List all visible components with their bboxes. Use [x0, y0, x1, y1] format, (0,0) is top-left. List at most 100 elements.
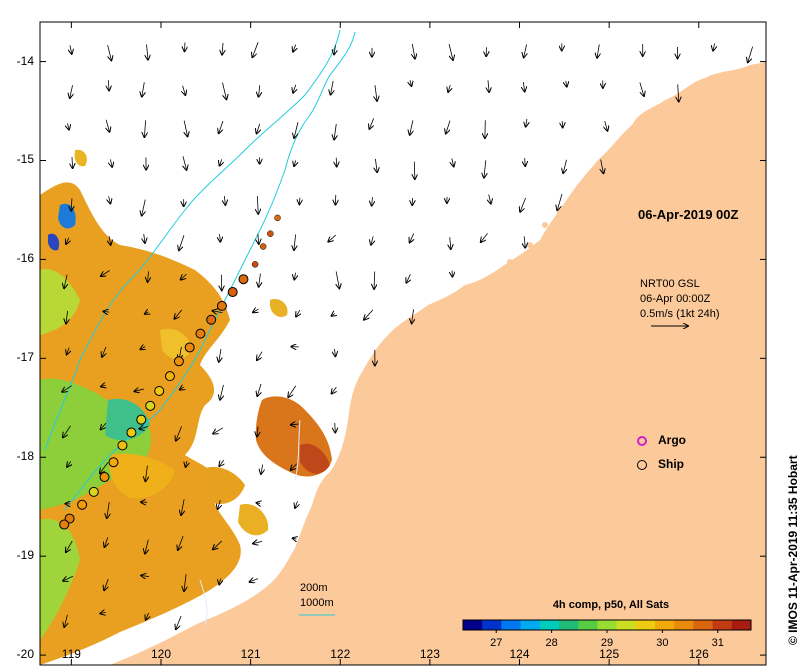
current-vector — [639, 82, 644, 95]
current-vector — [250, 579, 259, 582]
contour-legend-200m: 200m — [300, 582, 328, 594]
current-vector — [406, 274, 410, 282]
current-vector — [66, 237, 69, 244]
x-tick-label: 124 — [509, 647, 530, 661]
current-vector — [293, 538, 297, 539]
current-vector — [294, 234, 296, 250]
current-vector — [101, 270, 110, 277]
colorbar-title: 4h comp, p50, All Sats — [552, 599, 670, 611]
current-vector — [101, 385, 106, 386]
current-vector — [334, 348, 335, 356]
x-tick-label: 122 — [330, 647, 351, 661]
current-vector — [334, 123, 336, 140]
current-vector — [146, 612, 149, 620]
ship-observation-marker — [117, 440, 128, 451]
ship-label: Ship — [658, 457, 684, 471]
current-vector — [488, 80, 489, 92]
current-vector — [253, 309, 258, 312]
current-vector — [224, 196, 225, 205]
current-vector — [369, 118, 373, 128]
current-vector — [364, 309, 374, 320]
axis-ticks — [40, 22, 766, 665]
current-vector — [64, 614, 67, 627]
current-vector — [375, 158, 377, 172]
current-vector — [108, 80, 109, 90]
current-vector — [140, 347, 145, 350]
colorbar-segment — [559, 620, 579, 630]
colorbar-segment — [463, 620, 483, 630]
current-vector — [336, 271, 339, 288]
current-vector — [218, 499, 221, 509]
current-vector — [258, 233, 259, 244]
ship-symbol — [637, 460, 647, 470]
ship-observation-marker — [251, 261, 259, 268]
contour-legend-1000m: 1000m — [300, 597, 334, 609]
current-vector — [67, 462, 71, 467]
current-vector — [145, 465, 147, 482]
current-vector — [372, 197, 373, 205]
current-vector — [67, 347, 69, 355]
x-tick-label: 125 — [599, 647, 620, 661]
current-vector — [70, 45, 72, 53]
current-vector — [104, 537, 107, 547]
current-vector — [63, 575, 74, 581]
current-vector — [102, 346, 106, 357]
current-vector — [261, 464, 263, 474]
current-vectors — [62, 42, 754, 629]
current-vector — [219, 459, 223, 466]
current-vector — [144, 120, 145, 137]
argo-label: Argo — [658, 433, 686, 447]
y-tick-label: -20 — [16, 647, 34, 662]
current-vector — [450, 237, 451, 249]
current-vector — [70, 85, 73, 98]
current-vector — [375, 85, 377, 101]
ship-observation-marker — [259, 243, 267, 250]
y-tick-label: -19 — [16, 548, 34, 563]
current-vector — [252, 42, 259, 57]
current-vector — [410, 80, 411, 86]
y-tick-label: -18 — [16, 449, 34, 464]
colorbar-segment — [674, 620, 694, 630]
current-vector — [109, 196, 111, 203]
current-vector — [184, 120, 187, 137]
ship-observation-marker — [184, 342, 195, 353]
current-vector — [139, 427, 148, 429]
colorbar-segment — [501, 620, 522, 630]
current-vector — [448, 44, 453, 60]
current-vector — [220, 234, 221, 242]
current-vector — [257, 123, 260, 134]
current-vector — [328, 234, 337, 242]
current-vector — [601, 159, 604, 174]
current-vector — [219, 578, 220, 585]
current-vector — [748, 46, 754, 63]
current-vector — [410, 120, 413, 134]
current-vector — [257, 426, 258, 437]
sst-patch-green — [40, 378, 151, 510]
current-vector — [176, 615, 182, 629]
current-vector — [259, 273, 261, 287]
ship-observation-marker — [274, 214, 281, 222]
current-vector — [293, 84, 296, 93]
current-vector — [605, 120, 608, 131]
current-vector — [524, 236, 525, 247]
current-vector — [66, 310, 68, 324]
argo-symbol — [637, 436, 647, 446]
current-vector — [176, 426, 182, 440]
current-vector — [222, 82, 227, 100]
current-vector — [142, 199, 146, 216]
current-vector — [525, 158, 526, 166]
colorbar-tick-label: 28 — [545, 637, 558, 649]
ship-observation-marker — [99, 472, 110, 483]
colorbar-segment — [731, 620, 752, 630]
current-vector — [371, 236, 373, 244]
ship-observation-marker — [195, 328, 206, 339]
archipelago-islands — [507, 85, 703, 265]
current-vector — [141, 576, 150, 577]
isobath-inner — [294, 419, 301, 481]
current-vector — [296, 309, 300, 316]
current-vector — [256, 503, 260, 504]
current-vector — [523, 82, 524, 91]
current-vector — [174, 309, 183, 319]
current-vector — [557, 193, 563, 210]
colorbar-segment — [539, 620, 560, 630]
